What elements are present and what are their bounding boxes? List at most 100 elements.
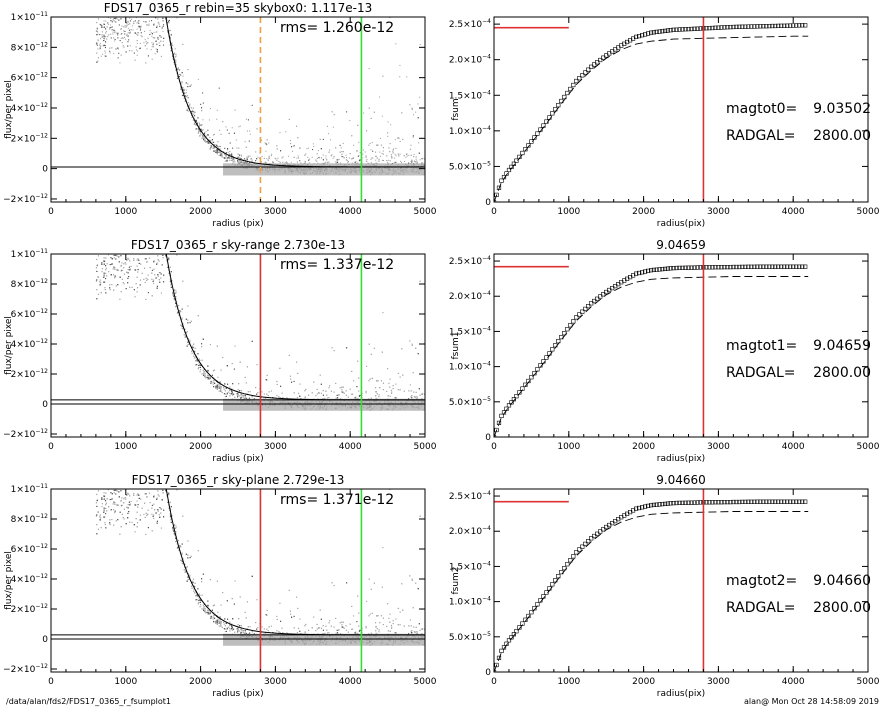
scatter-point — [162, 40, 164, 42]
scatter-point — [143, 21, 145, 23]
scatter-point — [297, 372, 299, 374]
scatter-point — [255, 387, 257, 389]
scatter-point — [95, 30, 97, 32]
scatter-point — [409, 340, 411, 342]
scatter-point — [307, 147, 309, 149]
scatter-point — [196, 360, 198, 362]
scatter-point — [195, 119, 197, 121]
scatter-point — [214, 144, 216, 146]
scatter-point — [117, 34, 119, 36]
scatter-point — [160, 40, 162, 42]
scatter-point — [413, 114, 415, 116]
scatter-point — [153, 279, 155, 281]
scatter-point — [233, 158, 235, 160]
scatter-point — [146, 279, 148, 281]
scatter-point — [229, 156, 231, 158]
scatter-point — [187, 305, 189, 307]
scatter-point — [181, 87, 183, 89]
scatter-point — [120, 291, 122, 293]
fsum-marker — [586, 67, 591, 72]
scatter-point — [127, 226, 128, 227]
scatter-point — [216, 109, 218, 111]
plot-area — [494, 17, 809, 202]
scatter-point — [104, 220, 105, 221]
scatter-point — [220, 369, 222, 371]
x-tick-label: 2000 — [189, 207, 212, 217]
scatter-point — [144, 21, 146, 23]
scatter-point — [186, 331, 188, 333]
x-tick-label: 1000 — [114, 207, 137, 217]
fsum-marker — [651, 30, 656, 35]
scatter-point — [206, 141, 208, 143]
scatter-point — [99, 281, 101, 283]
scatter-point — [227, 148, 229, 150]
fsum-marker — [776, 23, 781, 29]
scatter-point — [178, 76, 180, 78]
scatter-point — [111, 263, 113, 265]
scatter-point — [122, 248, 123, 249]
scatter-point — [352, 158, 354, 160]
scatter-point — [355, 396, 357, 398]
scatter-point — [110, 18, 112, 20]
scatter-point — [397, 137, 399, 139]
scatter-point — [213, 133, 215, 135]
scatter-point — [162, 20, 164, 22]
y-tick-label: 5.0×10−5 — [449, 160, 491, 172]
scatter-point — [265, 379, 267, 381]
scatter-point — [380, 144, 382, 146]
scatter-point — [408, 154, 410, 156]
scatter-point — [121, 37, 123, 39]
scatter-point — [204, 133, 206, 135]
scatter-point — [114, 268, 116, 270]
scatter-point — [285, 161, 287, 163]
fsum-marker — [662, 28, 668, 34]
scatter-point — [123, 263, 125, 265]
scatter-point — [285, 131, 287, 133]
scatter-point — [101, 34, 103, 36]
scatter-point — [282, 161, 284, 163]
y-tick-label: 1.0×10−4 — [449, 125, 491, 137]
scatter-point — [170, 34, 172, 36]
scatter-point — [172, 54, 174, 56]
scatter-point — [404, 160, 406, 162]
scatter-point — [201, 110, 203, 112]
scatter-point — [411, 108, 413, 110]
scatter-point — [226, 392, 228, 394]
scatter-point — [237, 395, 239, 397]
scatter-point — [104, 55, 106, 57]
scatter-point — [217, 141, 219, 143]
scatter-point — [394, 161, 396, 163]
scatter-point — [185, 92, 187, 94]
scatter-point — [308, 159, 310, 161]
scatter-point — [411, 343, 413, 345]
scatter-point — [157, 274, 159, 276]
scatter-point — [133, 21, 135, 23]
scatter-point — [201, 346, 203, 348]
magtot-value: 9.03502 — [813, 101, 871, 117]
scatter-point — [205, 135, 207, 137]
scatter-point — [172, 57, 174, 59]
scatter-point — [175, 64, 177, 66]
scatter-point — [127, 20, 129, 22]
scatter-point — [257, 111, 259, 113]
scatter-point — [296, 161, 298, 163]
scatter-point — [213, 144, 215, 146]
scatter-point — [184, 92, 186, 94]
scatter-point — [123, 267, 125, 269]
scatter-point — [318, 156, 320, 158]
scatter-point — [335, 147, 337, 149]
scatter-point — [139, 284, 141, 286]
scatter-point — [257, 156, 259, 158]
scatter-point — [203, 372, 205, 374]
scatter-point — [246, 159, 248, 161]
scatter-point — [375, 397, 377, 399]
scatter-point — [97, 33, 99, 35]
scatter-point — [167, 266, 169, 268]
scatter-point — [201, 343, 203, 345]
scatter-point — [100, 24, 102, 26]
scatter-point — [123, 36, 125, 38]
scatter-point — [219, 145, 221, 147]
fsum-marker — [761, 24, 766, 29]
scatter-point — [121, 42, 123, 44]
scatter-point — [128, 29, 130, 31]
